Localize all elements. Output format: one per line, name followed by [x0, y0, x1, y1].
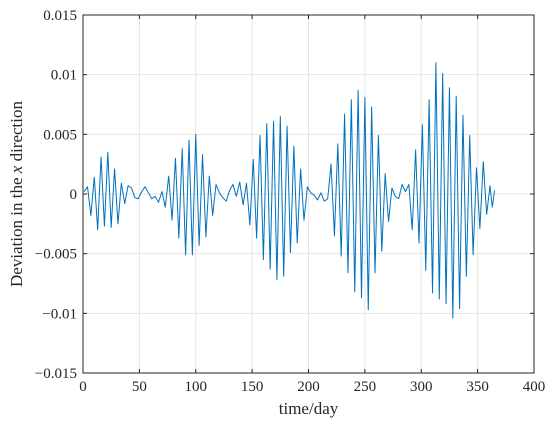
y-tick-label: −0.01 [42, 306, 77, 322]
y-axis-title: Deviation in the x direction [7, 101, 26, 287]
series-layer [83, 62, 496, 319]
x-tick-label: 350 [466, 379, 489, 395]
x-tick-label: 250 [354, 379, 377, 395]
grid-lines [82, 14, 535, 374]
x-tick-label: 300 [410, 379, 433, 395]
x-tick-labels: 0 50 100 150 200 250 300 350 400 [79, 379, 545, 395]
y-tick-label: −0.005 [35, 247, 77, 263]
y-axis-title-before: Deviation in the [7, 173, 26, 287]
y-axis-title-after: direction [7, 101, 26, 166]
y-tick-label: −0.015 [35, 366, 77, 382]
y-axis-title-italic: x [7, 165, 26, 174]
x-tick-label: 200 [297, 379, 320, 395]
y-tick-label: 0.005 [43, 127, 77, 143]
x-tick-label: 400 [523, 379, 546, 395]
series-line [83, 62, 496, 319]
x-axis-title: time/day [279, 399, 339, 418]
y-tick-label: 0 [70, 187, 78, 203]
y-tick-labels: −0.015 −0.01 −0.005 0 0.005 0.01 0.015 [35, 8, 77, 382]
tick-marks [82, 14, 535, 374]
y-tick-label: 0.015 [43, 8, 77, 24]
y-tick-label: 0.01 [51, 68, 77, 84]
x-tick-label: 50 [132, 379, 147, 395]
x-tick-label: 150 [241, 379, 264, 395]
x-tick-label: 100 [185, 379, 208, 395]
x-tick-label: 0 [79, 379, 87, 395]
